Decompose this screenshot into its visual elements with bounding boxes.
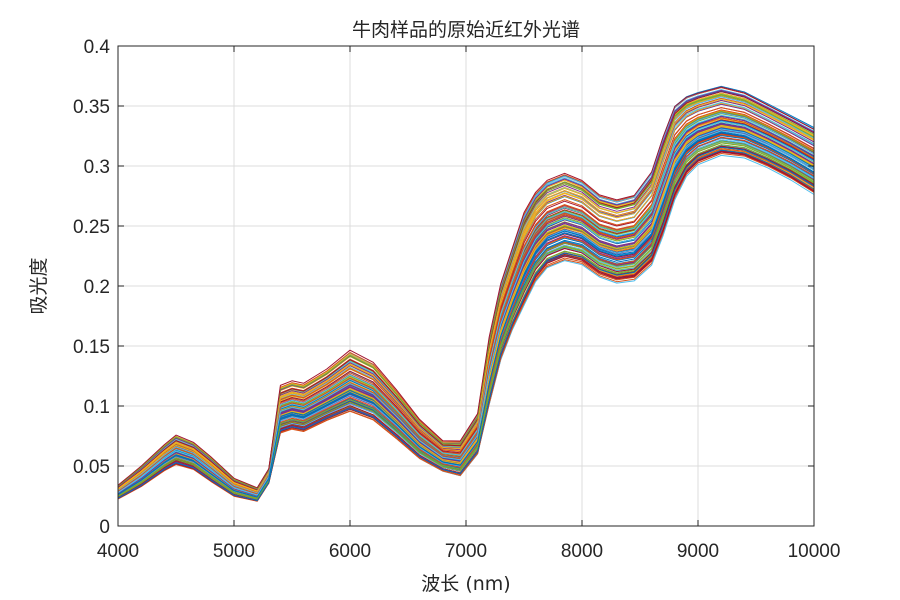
y-tick-label: 0 [99, 517, 110, 538]
spectrum-line [117, 146, 815, 501]
y-tick-label: 0.3 [84, 157, 110, 178]
spectrum-line [117, 132, 815, 498]
spectra-series [117, 85, 815, 502]
y-tick-label: 0.05 [73, 457, 110, 478]
axis-ticks: 4000 5000 6000 7000 8000 9000 10000 0 0.05 0.1 0.1… [73, 37, 840, 562]
spectrum-line [117, 125, 815, 497]
y-tick-label: 0.15 [73, 337, 110, 358]
chart-title: 牛肉样品的原始近红外光谱 [352, 19, 580, 41]
y-tick-label: 0.4 [84, 37, 111, 58]
spectrum-line [117, 86, 815, 489]
spectrum-line [117, 142, 815, 500]
spectrum-line [117, 94, 815, 490]
x-tick-label: 7000 [445, 541, 487, 562]
spectrum-line [117, 120, 815, 496]
spectrum-line [117, 112, 815, 494]
x-tick-label: 4000 [97, 541, 139, 562]
y-tick-label: 0.35 [73, 97, 110, 118]
x-tick-label: 10000 [788, 541, 841, 562]
y-axis-label: 吸光度 [28, 257, 50, 314]
y-tick-label: 0.2 [84, 277, 110, 298]
spectrum-line [117, 98, 815, 492]
x-tick-label: 8000 [561, 541, 603, 562]
spectrum-line [117, 140, 815, 499]
x-tick-label: 6000 [329, 541, 371, 562]
y-tick-label: 0.1 [84, 397, 110, 418]
x-axis-label: 波长 (nm) [421, 573, 510, 595]
y-tick-label: 0.25 [73, 217, 110, 238]
x-tick-label: 5000 [213, 541, 255, 562]
x-tick-label: 9000 [677, 541, 719, 562]
